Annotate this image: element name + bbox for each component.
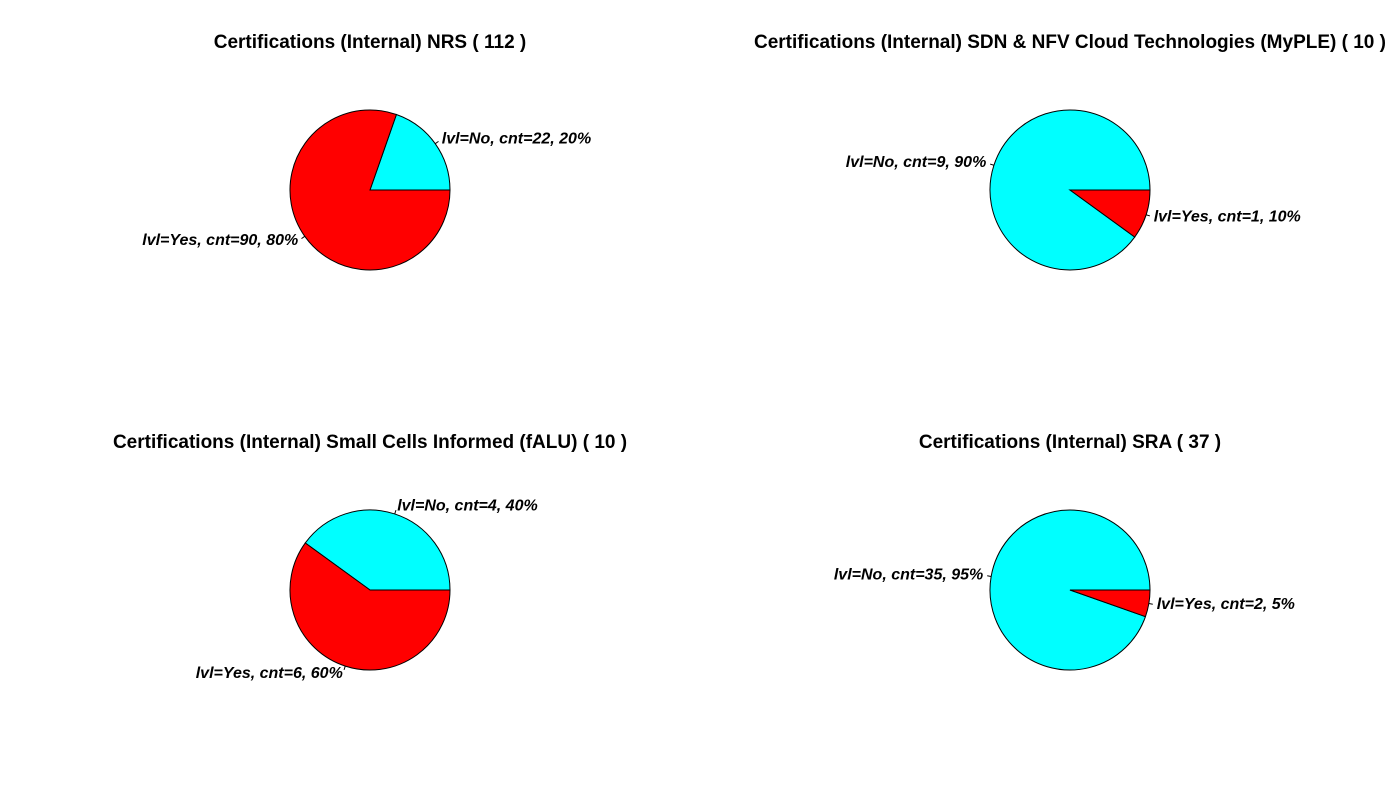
label-leader-line — [301, 235, 306, 240]
slice-label-yes: lvl=Yes, cnt=1, 10% — [1154, 208, 1301, 225]
slice-label-no: lvl=No, cnt=9, 90% — [846, 154, 987, 171]
chart-title: Certifications (Internal) SRA ( 37 ) — [919, 432, 1221, 453]
chart-title: Certifications (Internal) SDN & NFV Clou… — [754, 32, 1386, 53]
pie-slice-yes — [289, 109, 451, 271]
slice-label-no: lvl=No, cnt=35, 95% — [834, 566, 983, 583]
pie-chart-3: Certifications (Internal) Small Cells In… — [113, 432, 627, 682]
pie-slice-no — [304, 509, 451, 591]
pie-chart-1: Certifications (Internal) NRS ( 112 ) lvl… — [142, 32, 591, 271]
label-leader-line — [434, 140, 439, 145]
label-leader-line — [1145, 214, 1151, 217]
pie-slice-yes — [1068, 189, 1151, 238]
chart-title: Certifications (Internal) Small Cells In… — [113, 432, 627, 453]
pie-slice-yes — [1069, 589, 1151, 618]
pie-slice-yes — [289, 542, 451, 671]
label-leader-line — [987, 575, 992, 577]
label-leader-line — [343, 665, 346, 671]
pie-chart-4: Certifications (Internal) SRA ( 37 ) lvl=… — [834, 432, 1295, 671]
slice-label-no: lvl=No, cnt=4, 40% — [397, 498, 538, 515]
slice-label-yes: lvl=Yes, cnt=6, 60% — [196, 665, 343, 682]
slice-label-no: lvl=No, cnt=22, 20% — [442, 130, 591, 147]
chart-title: Certifications (Internal) NRS ( 112 ) — [214, 32, 527, 53]
label-leader-line — [989, 163, 995, 166]
label-leader-line — [1148, 603, 1153, 605]
slice-label-yes: lvl=Yes, cnt=2, 5% — [1157, 596, 1295, 613]
pie-chart-2: Certifications (Internal) SDN & NFV Clou… — [754, 32, 1386, 271]
slice-label-yes: lvl=Yes, cnt=90, 80% — [142, 232, 298, 249]
label-leader-line — [394, 509, 397, 515]
